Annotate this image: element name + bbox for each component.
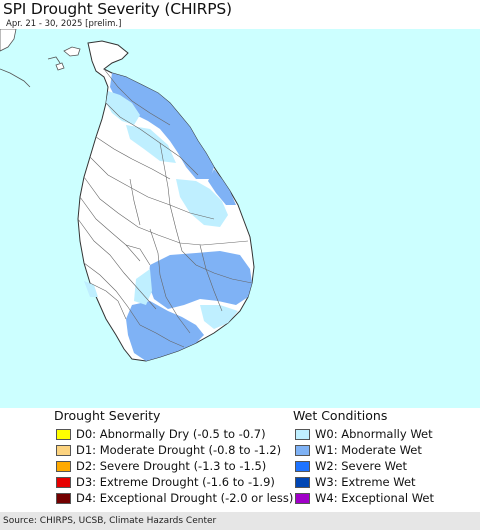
legend-item-w2: W2: Severe Wet: [295, 459, 407, 473]
legend-label-d3: D3: Extreme Drought (-1.6 to -1.9): [76, 475, 275, 489]
swatch-d1: [56, 444, 71, 456]
swatch-w3: [295, 476, 310, 488]
india-coast: [0, 29, 17, 52]
legend-wet-heading: Wet Conditions: [293, 408, 388, 423]
wet-patches: [84, 73, 252, 361]
legend: Drought Severity D0: Abnormally Dry (-0.…: [0, 408, 480, 512]
swatch-d3: [56, 476, 71, 488]
legend-label-d2: D2: Severe Drought (-1.3 to -1.5): [76, 459, 267, 473]
swatch-d2: [56, 460, 71, 472]
wet-w0-southeast-coast: [200, 305, 238, 329]
legend-item-w0: W0: Abnormally Wet: [295, 427, 433, 441]
swatch-w0: [295, 428, 310, 440]
legend-item-d3: D3: Extreme Drought (-1.6 to -1.9): [56, 475, 275, 489]
map-title: SPI Drought Severity (CHIRPS): [3, 0, 232, 18]
legend-item-w1: W1: Moderate Wet: [295, 443, 422, 457]
legend-label-d0: D0: Abnormally Dry (-0.5 to -0.7): [76, 427, 266, 441]
legend-item-d2: D2: Severe Drought (-1.3 to -1.5): [56, 459, 266, 473]
source-footer: Source: CHIRPS, UCSB, Climate Hazards Ce…: [0, 512, 480, 530]
legend-item-d4: D4: Exceptional Drought (-2.0 or less): [56, 491, 293, 505]
swatch-w1: [295, 444, 310, 456]
wet-w1-east-coast: [208, 169, 236, 205]
legend-item-w3: W3: Extreme Wet: [295, 475, 416, 489]
wet-w0-north-central: [126, 125, 176, 163]
map-subtitle: Apr. 21 - 30, 2025 [prelim.]: [6, 19, 122, 29]
wet-w0-west-coast: [84, 281, 98, 297]
mainland-coast-line: [0, 68, 31, 88]
island-2: [55, 62, 65, 71]
wet-w0-north: [106, 91, 140, 125]
legend-label-w3: W3: Extreme Wet: [315, 475, 416, 489]
islet-line: [47, 56, 61, 64]
district-boundaries: [77, 68, 253, 348]
legend-item-w4: W4: Exceptional Wet: [295, 491, 434, 505]
map-area: [0, 29, 480, 408]
swatch-w2: [295, 460, 310, 472]
legend-label-w0: W0: Abnormally Wet: [315, 427, 433, 441]
legend-drought-heading: Drought Severity: [54, 408, 161, 423]
swatch-d4: [56, 492, 71, 504]
wet-w1-south: [126, 301, 204, 361]
legend-label-w4: W4: Exceptional Wet: [315, 491, 434, 505]
swatch-d0: [56, 428, 71, 440]
legend-label-w2: W2: Severe Wet: [315, 459, 407, 473]
wet-w1-southeast: [148, 251, 252, 309]
legend-label-d4: D4: Exceptional Drought (-2.0 or less): [76, 491, 294, 505]
wet-w1-northeast: [110, 73, 214, 179]
legend-item-d1: D1: Moderate Drought (-0.8 to -1.2): [56, 443, 281, 457]
swatch-w4: [295, 492, 310, 504]
island-1: [63, 46, 81, 57]
legend-label-d1: D1: Moderate Drought (-0.8 to -1.2): [76, 443, 282, 457]
map-svg: [0, 29, 480, 408]
wet-w0-south-west: [134, 269, 152, 305]
legend-item-d0: D0: Abnormally Dry (-0.5 to -0.7): [56, 427, 266, 441]
legend-label-w1: W1: Moderate Wet: [315, 443, 422, 457]
wet-w0-east: [176, 179, 228, 227]
